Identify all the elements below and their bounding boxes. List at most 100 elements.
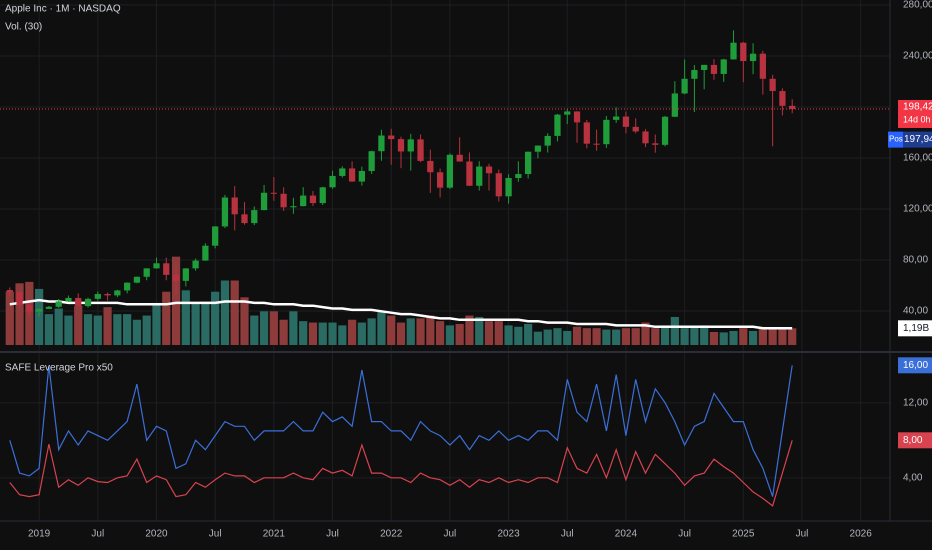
x-tick-label: 2022: [380, 529, 403, 540]
volume-bar: [299, 321, 308, 345]
candle-body: [622, 116, 630, 127]
candle-body: [153, 263, 160, 269]
volume-bar: [631, 328, 640, 345]
position-box: [903, 131, 932, 148]
candle-body: [789, 105, 796, 109]
candle-body: [525, 151, 532, 175]
candle-body: [740, 42, 747, 62]
candle-body: [368, 151, 375, 171]
candle-body: [35, 308, 43, 312]
candle-body: [133, 276, 141, 283]
candle-body: [613, 116, 620, 120]
candle-body: [75, 297, 82, 307]
candle-body: [280, 193, 287, 208]
volume-bar: [83, 314, 93, 345]
candle-body: [427, 160, 434, 173]
indicator-line: [9, 365, 793, 497]
volume-bar: [582, 328, 591, 345]
volume-bar: [484, 321, 494, 345]
candle-body: [661, 116, 669, 145]
candle-body: [710, 64, 718, 74]
volume-bar: [181, 290, 190, 345]
volume-bar: [162, 291, 171, 345]
position-tag-label: Pos: [889, 135, 903, 144]
candle-body: [407, 139, 414, 152]
volume-bar: [758, 328, 767, 345]
volume-bar: [250, 315, 259, 345]
y-tick-label: 240,00: [903, 51, 932, 62]
volume-bar: [641, 322, 650, 345]
candle-body: [241, 214, 248, 224]
volume-bar: [719, 332, 728, 345]
candle-body: [534, 145, 542, 152]
position-tag: [888, 131, 903, 148]
candle-body: [212, 226, 219, 246]
volume-bar: [553, 328, 562, 345]
volume-bar: [739, 328, 748, 345]
indicator-title: SAFE Leverage Pro x50: [5, 363, 113, 374]
x-tick-label: Jul: [443, 529, 456, 540]
candle-body: [84, 298, 92, 307]
candle-body: [6, 290, 13, 293]
symbol-title: Apple Inc · 1M · NASDAQ: [5, 4, 121, 15]
candle-body: [339, 168, 346, 176]
candle-body: [358, 170, 365, 182]
candle-body: [564, 111, 571, 115]
candle-body: [603, 119, 610, 145]
volume-pane: [5, 256, 797, 345]
indicator-line: [9, 440, 793, 507]
candle-body: [172, 274, 180, 281]
volume-title: Vol. (30): [5, 22, 42, 33]
y-tick-label: 280,00: [903, 0, 932, 11]
candle-body: [388, 135, 395, 140]
volume-bar: [426, 315, 435, 345]
volume-bar: [768, 328, 777, 345]
candle-body: [231, 197, 238, 215]
candle-body: [329, 175, 336, 188]
candle-body: [583, 122, 590, 144]
y-tick-label: 80,00: [903, 255, 928, 266]
volume-bar: [524, 323, 533, 345]
candle-body: [495, 173, 502, 197]
indicator-last-label: 16,00: [903, 360, 928, 371]
volume-bar: [436, 321, 445, 345]
volume-bar: [572, 326, 582, 345]
candle-body: [260, 192, 268, 211]
volume-bar: [367, 318, 376, 345]
y-tick-label: 4,00: [903, 472, 923, 483]
candle-body: [759, 53, 766, 79]
last-price-box: [898, 99, 932, 128]
volume-ma-line: [9, 298, 793, 330]
candle-body: [681, 78, 688, 94]
candle-body: [309, 195, 317, 204]
candle-body: [104, 294, 111, 296]
volume-bar: [602, 329, 611, 345]
volume-bar: [680, 328, 689, 345]
volume-bar: [132, 319, 142, 345]
volume-bar: [514, 326, 523, 345]
position-label: 197,94: [904, 134, 932, 145]
volume-bar: [240, 297, 249, 345]
volume-bar: [475, 316, 484, 345]
indicator-last-label: 8,00: [903, 435, 923, 446]
candle-body: [397, 139, 405, 152]
volume-bar: [748, 330, 758, 345]
volume-bar: [651, 328, 660, 345]
volume-bar: [54, 308, 63, 345]
volume-bar: [729, 330, 738, 345]
candle-body: [593, 143, 600, 145]
volume-bar: [621, 328, 631, 345]
candle-body: [221, 197, 229, 227]
candle-body: [505, 177, 512, 197]
candle-body: [749, 53, 757, 62]
candle-body: [270, 192, 277, 194]
volume-bar: [357, 322, 366, 345]
volume-bar: [543, 329, 552, 345]
volume-bar: [709, 331, 719, 345]
candle-body: [554, 114, 561, 136]
volume-bar: [211, 291, 220, 345]
x-tick-label: Jul: [678, 529, 691, 540]
candle-body: [45, 306, 53, 309]
volume-last-box: [898, 320, 932, 337]
candle-body: [632, 126, 639, 132]
